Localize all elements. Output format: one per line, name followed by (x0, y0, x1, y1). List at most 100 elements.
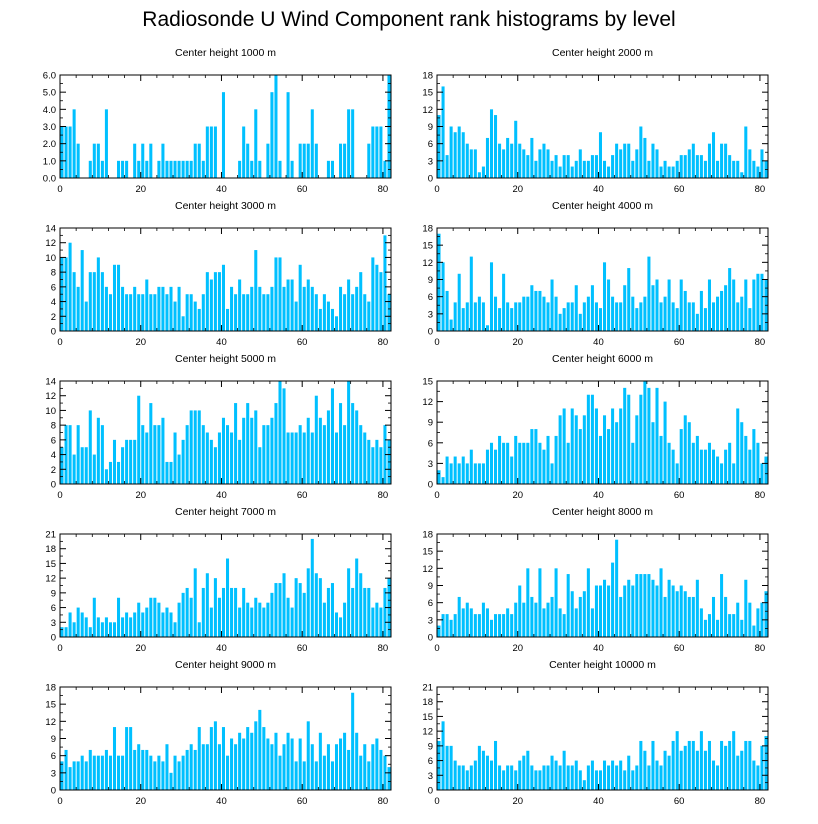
bar (339, 617, 343, 637)
bar (169, 160, 173, 178)
bar (651, 740, 655, 790)
x-tick-label: 60 (674, 490, 685, 501)
bar (498, 435, 502, 484)
bar (205, 744, 209, 790)
bar (687, 422, 691, 484)
bar (173, 622, 177, 637)
bar (437, 115, 441, 178)
y-tick-label: 10 (45, 406, 56, 417)
bar (502, 614, 506, 637)
bar (598, 132, 602, 178)
bar (510, 143, 514, 178)
bar (498, 308, 502, 331)
bar (290, 738, 294, 790)
bar (522, 602, 526, 637)
bar (92, 755, 96, 790)
bar (234, 403, 238, 484)
bar (181, 755, 185, 790)
bar (234, 587, 238, 637)
bar (679, 750, 683, 790)
bar (526, 155, 530, 178)
bar (578, 596, 582, 637)
bars (60, 692, 391, 790)
bar (748, 740, 752, 790)
bar (498, 614, 502, 637)
bars (60, 538, 391, 637)
bar (68, 242, 72, 331)
bar (221, 417, 225, 484)
bar (615, 422, 619, 484)
bar (449, 619, 453, 637)
bar (736, 602, 740, 637)
bar (104, 749, 108, 790)
bar (582, 780, 586, 790)
bar (209, 126, 213, 178)
bar (375, 602, 379, 637)
bar (96, 257, 100, 331)
bar (514, 302, 518, 331)
bar (314, 294, 318, 331)
bar (306, 568, 310, 637)
bar (530, 765, 534, 790)
chart-panel-4: Center height 4000 m 0 20 40 60 80 0 3 6 9 12 15 18 (422, 200, 769, 353)
bar (586, 296, 590, 331)
bar (711, 302, 716, 331)
bar (445, 456, 449, 484)
bar (465, 602, 469, 637)
bar (250, 732, 254, 790)
bar (387, 294, 391, 331)
bar (728, 614, 732, 637)
bar (506, 442, 510, 484)
bar (611, 155, 615, 178)
bar (367, 587, 371, 637)
bar (153, 597, 157, 637)
panel-title: Center height 1000 m (175, 47, 276, 59)
bar (603, 160, 607, 178)
bar (514, 602, 518, 637)
bar (60, 761, 64, 790)
bar (711, 449, 716, 484)
bar (494, 614, 498, 637)
x-tick-label: 80 (755, 643, 766, 654)
chart-panel-1: Center height 1000 m 0 20 40 60 80 0.0 1.0 2.0 3.… (43, 47, 392, 200)
panel-plot: 0 20 40 60 80 0 3 6 9 12 15 18 (422, 71, 769, 195)
bar (217, 272, 221, 331)
bar (647, 387, 651, 484)
bar (711, 760, 716, 790)
bar (663, 160, 667, 178)
bar (221, 264, 225, 331)
bar (262, 425, 266, 484)
bar (639, 574, 643, 637)
bar (748, 149, 752, 178)
bar (623, 387, 627, 484)
bar (756, 442, 760, 484)
bar (481, 463, 485, 484)
bar (330, 308, 334, 331)
bar (359, 755, 363, 790)
bar (582, 160, 586, 178)
bar (691, 302, 695, 331)
panel-plot: 0 20 40 60 80 0 2 4 6 8 10 12 14 (45, 377, 392, 501)
bar (542, 296, 546, 331)
bar (318, 578, 322, 637)
bar (298, 425, 302, 484)
bar (586, 160, 590, 178)
bar (550, 279, 554, 331)
bar (477, 614, 481, 637)
y-tick-label: 6 (428, 438, 433, 449)
y-tick-label: 6 (428, 598, 433, 609)
panel-plot: 0 20 40 60 80 0 3 6 9 12 15 18 21 (45, 530, 392, 654)
y-tick-label: 15 (45, 700, 56, 711)
bar (246, 602, 250, 637)
bar (643, 381, 647, 484)
bar (518, 442, 522, 484)
bar (671, 166, 675, 178)
bar (760, 463, 764, 484)
bar (161, 417, 165, 484)
bar (209, 279, 213, 331)
bar (197, 308, 201, 331)
bar (695, 579, 699, 637)
bar (347, 279, 351, 331)
bar (473, 614, 477, 637)
bar (675, 463, 679, 484)
